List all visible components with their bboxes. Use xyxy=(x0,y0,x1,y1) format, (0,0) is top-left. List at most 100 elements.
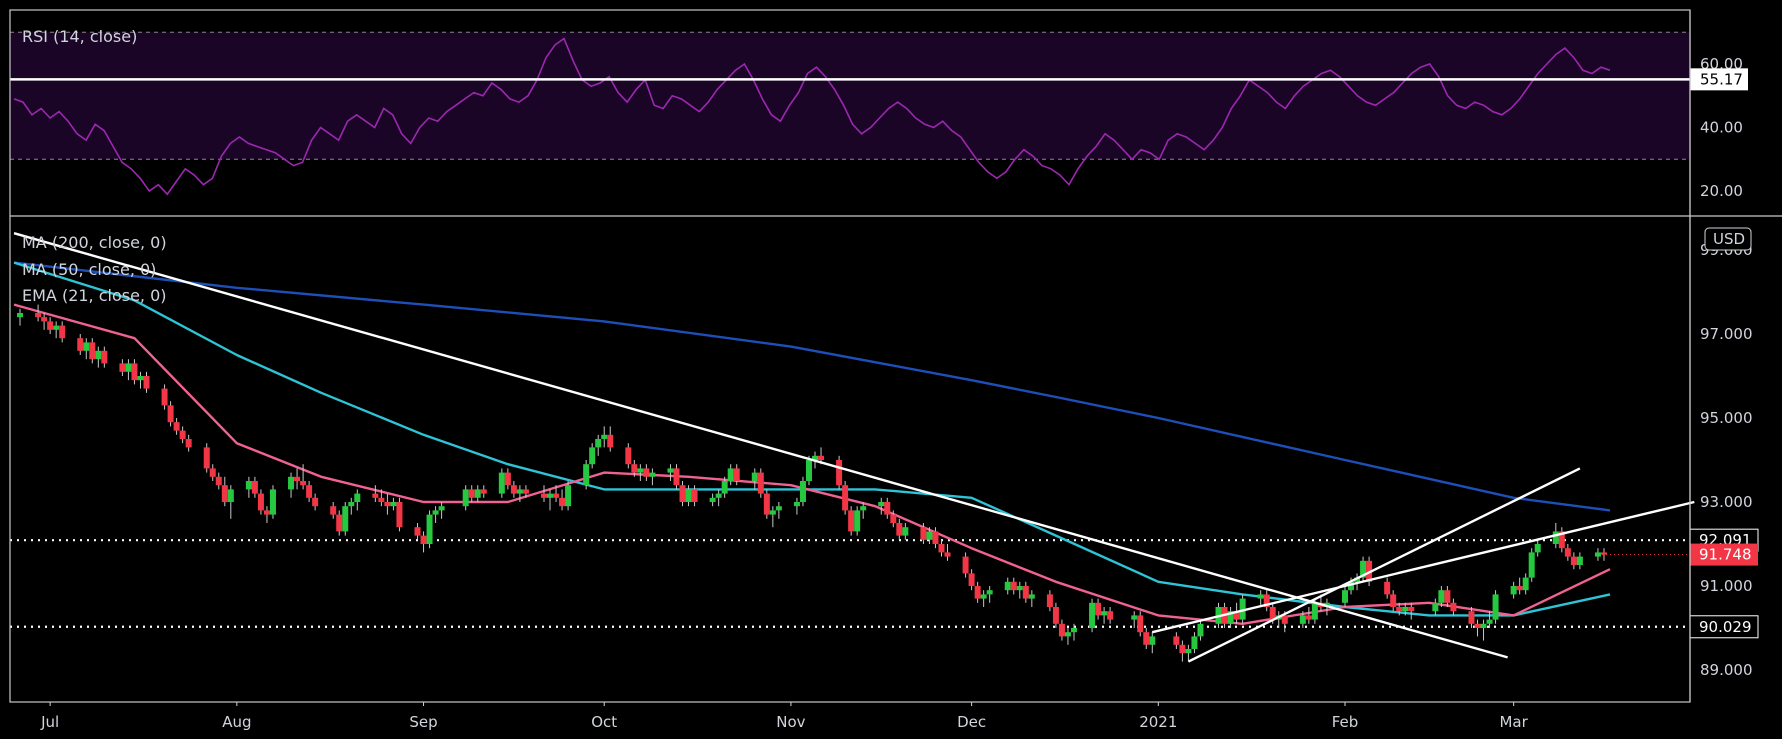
candle-body xyxy=(348,502,355,507)
candle-body xyxy=(884,502,891,515)
candle-body xyxy=(1305,615,1312,620)
candle-body xyxy=(1534,544,1541,553)
candle-body xyxy=(89,342,96,360)
candle-body xyxy=(715,493,722,498)
candle-body xyxy=(553,493,560,498)
candle-body xyxy=(498,472,505,494)
rsi-tick-label: 40.00 xyxy=(1700,119,1743,137)
candle-body xyxy=(179,430,186,439)
x-tick-label: Nov xyxy=(776,713,805,731)
axis-layer: 60.0040.0020.0055.1799.00097.00095.00093… xyxy=(40,55,1759,731)
candle-body xyxy=(607,434,614,448)
candle-body xyxy=(257,493,264,511)
rsi-pane[interactable] xyxy=(10,37,1690,196)
candle-body xyxy=(721,481,728,494)
candle-body xyxy=(396,502,403,528)
candle-body xyxy=(227,489,234,502)
candle-body xyxy=(799,481,806,502)
candle-body xyxy=(143,376,150,389)
candle-body xyxy=(516,489,523,494)
candle-body xyxy=(420,535,427,544)
candle-body xyxy=(691,489,698,502)
candle-body xyxy=(1438,590,1445,603)
candle-body xyxy=(944,552,951,557)
candle-body xyxy=(1028,594,1035,599)
last-price-tag-label: 91.748 xyxy=(1699,546,1752,564)
ma-line-0 xyxy=(13,261,1611,512)
candle-body xyxy=(125,363,132,372)
grid-layer xyxy=(10,31,1690,160)
candle-body xyxy=(1179,644,1186,654)
candle-body xyxy=(35,313,42,318)
candle-body xyxy=(173,422,180,431)
candle-body xyxy=(540,493,547,498)
candle-body xyxy=(818,455,825,460)
trendline-0 xyxy=(13,232,1508,659)
candle-body xyxy=(763,493,770,515)
candle-body xyxy=(974,586,981,599)
price-pane[interactable] xyxy=(10,232,1695,663)
candle-body xyxy=(1528,552,1535,578)
candle-body xyxy=(1233,611,1240,620)
candle-body xyxy=(1095,602,1102,616)
candle-body xyxy=(1227,611,1234,624)
candle-body xyxy=(83,342,90,351)
candle-body xyxy=(414,527,421,536)
candle-body xyxy=(215,476,222,486)
candle-body xyxy=(1281,615,1288,624)
candle-body xyxy=(685,489,692,502)
candle-body xyxy=(59,325,66,339)
candle-body xyxy=(1311,602,1318,620)
candle-body xyxy=(854,510,861,532)
candle-body xyxy=(932,531,939,544)
candle-body xyxy=(378,497,385,502)
candle-body xyxy=(438,506,445,511)
candle-body xyxy=(667,468,674,473)
price-tick-label: 95.000 xyxy=(1700,409,1753,427)
trendline-2 xyxy=(1151,500,1695,634)
candle-body xyxy=(1480,623,1487,628)
candle-body xyxy=(1432,602,1439,612)
candle-body xyxy=(559,497,566,507)
candle-body xyxy=(1522,577,1529,591)
candle-body xyxy=(1450,602,1457,612)
candle-body xyxy=(263,510,270,515)
candle-body xyxy=(1558,531,1565,549)
candle-body xyxy=(896,523,903,536)
x-tick-label: 2021 xyxy=(1139,713,1177,731)
candle-body xyxy=(1257,594,1264,599)
candle-body xyxy=(1173,636,1180,645)
candle-body xyxy=(185,439,192,448)
candle-body xyxy=(812,455,819,460)
candle-body xyxy=(926,531,933,540)
last-price-tag xyxy=(1690,543,1758,566)
rsi-line xyxy=(13,37,1611,196)
candle-body xyxy=(1046,594,1053,607)
x-tick-label: Mar xyxy=(1499,713,1528,731)
candle-body xyxy=(1185,649,1192,654)
candle-body xyxy=(1089,602,1096,628)
candle-body xyxy=(288,476,295,490)
candle-body xyxy=(1552,531,1559,544)
candle-body xyxy=(1101,611,1108,616)
candle-body xyxy=(131,363,138,381)
x-tick-label: Aug xyxy=(222,713,251,731)
label-layer: RSI (14, close) MA (200, close, 0) MA (5… xyxy=(22,27,167,305)
candle-body xyxy=(432,510,439,515)
candle-body xyxy=(1052,607,1059,624)
price-tick-label: 89.000 xyxy=(1700,661,1753,679)
candle-body xyxy=(53,325,60,330)
price-tick-label: 97.000 xyxy=(1700,325,1753,343)
candle-body xyxy=(1516,586,1523,591)
candle-body xyxy=(1486,619,1493,624)
candle-body xyxy=(878,502,885,507)
candle-body xyxy=(1402,607,1409,612)
candle-body xyxy=(354,493,361,502)
price-tick-label: 93.000 xyxy=(1700,493,1753,511)
candle-body xyxy=(679,485,686,502)
candle-body xyxy=(1444,590,1451,603)
candle-body xyxy=(805,460,812,481)
legend-ma50: MA (50, close, 0) xyxy=(22,260,156,279)
candle-body xyxy=(757,472,764,494)
candle-body xyxy=(462,489,469,507)
